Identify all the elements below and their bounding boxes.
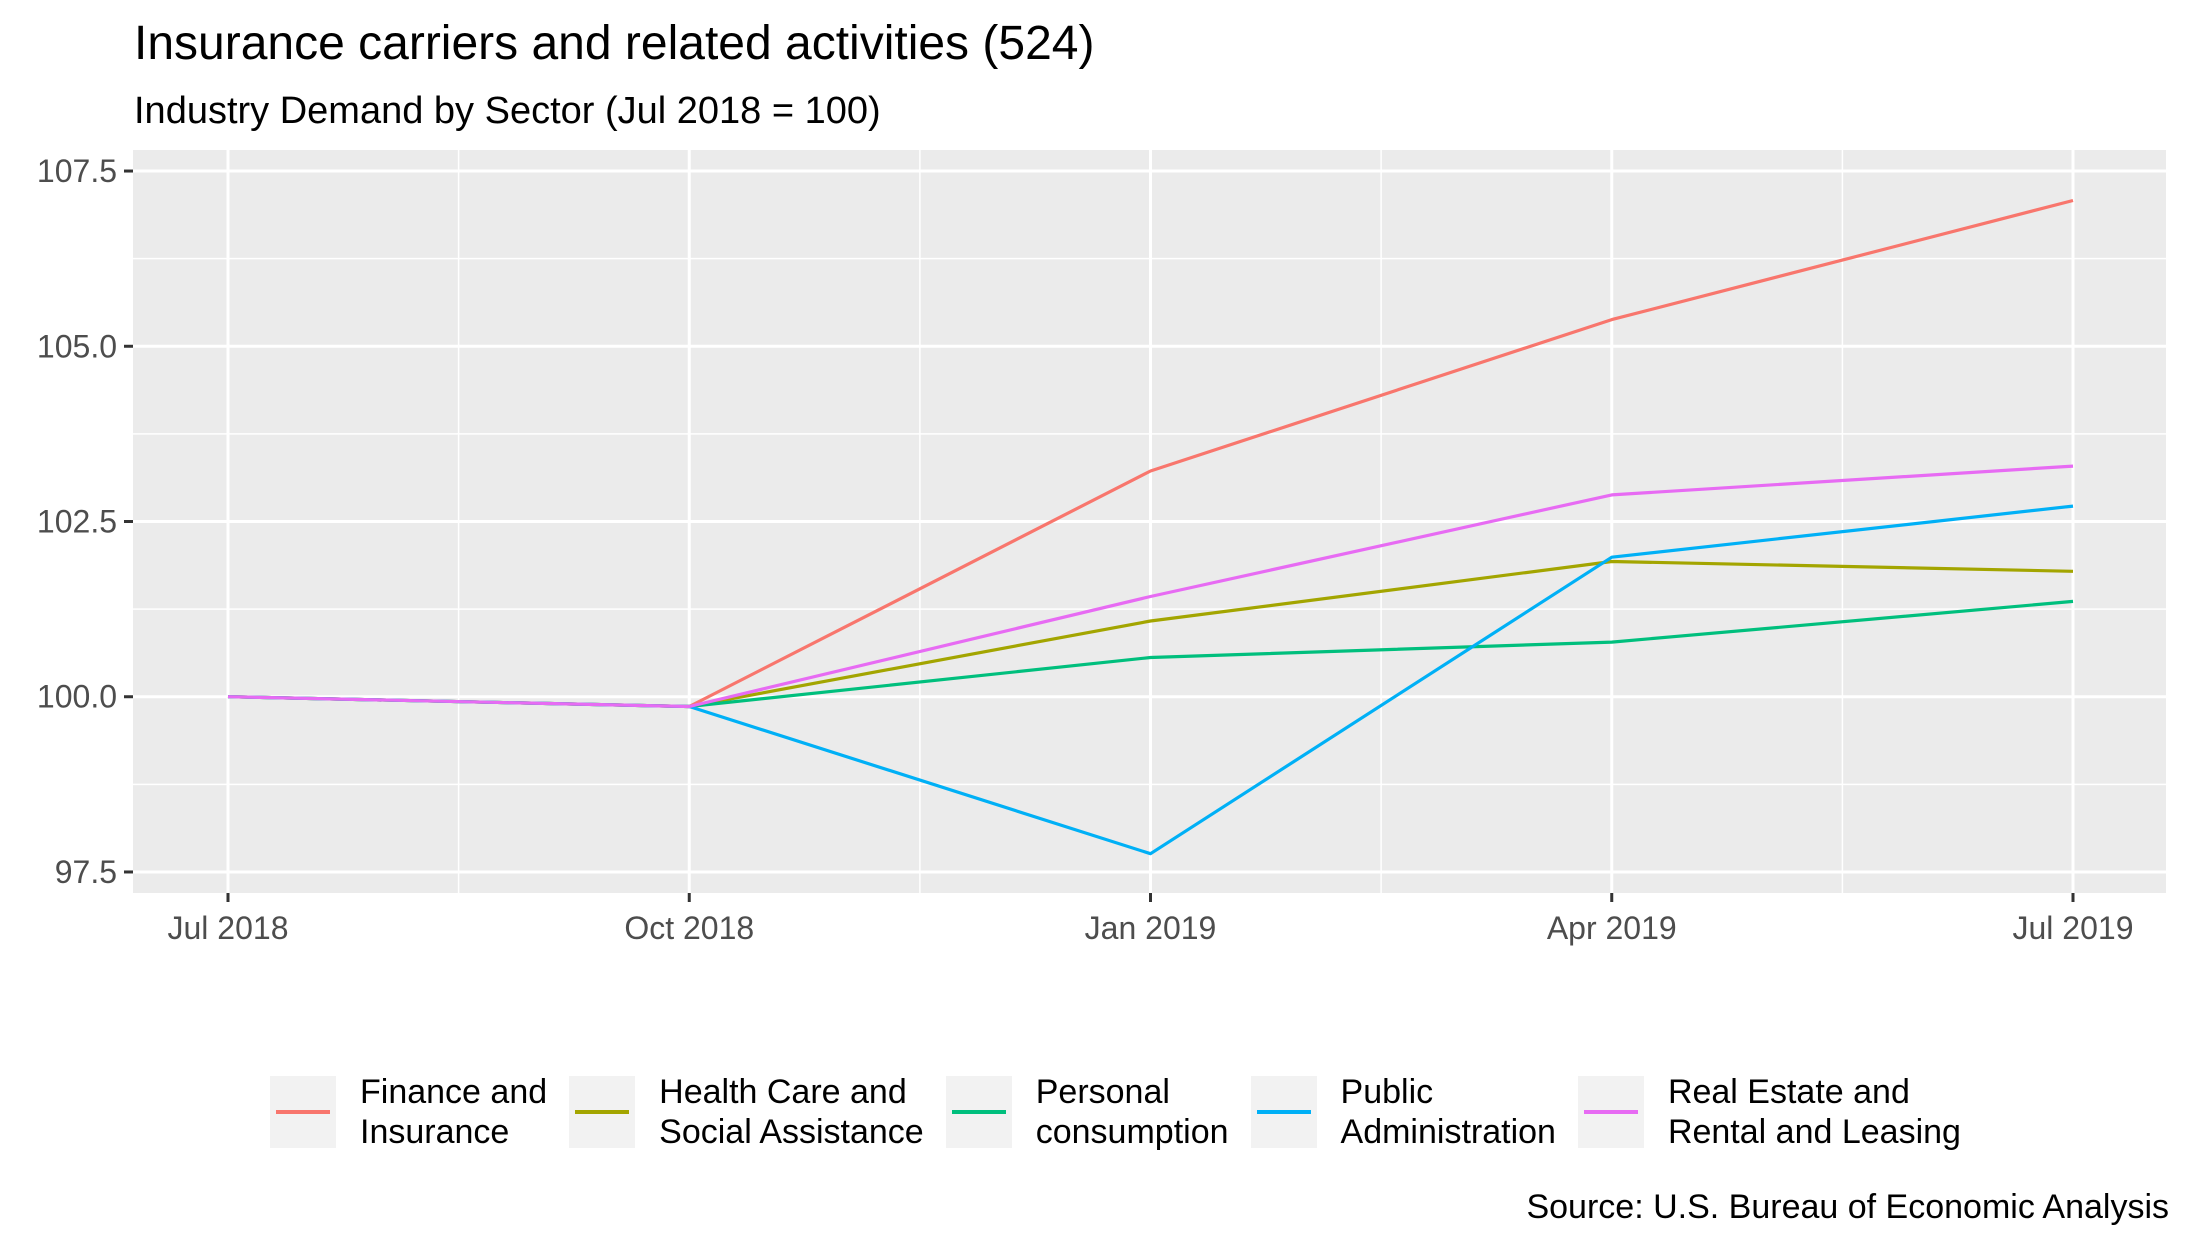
legend-item-finance-and-insurance: Finance and Insurance <box>270 1072 547 1152</box>
legend-label: Health Care and Social Assistance <box>659 1073 924 1151</box>
legend-key <box>945 1076 1012 1148</box>
x-tick-label: Jul 2019 <box>2013 910 2134 946</box>
legend-label: Finance and Insurance <box>360 1073 548 1151</box>
legend-label: Personal consumption <box>1035 1073 1229 1151</box>
chart-title: Insurance carriers and related activitie… <box>134 17 1095 70</box>
legend-swatch <box>575 1110 630 1114</box>
x-tick-label: Apr 2019 <box>1547 910 1677 946</box>
legend-swatch <box>951 1110 1006 1114</box>
source-caption: Source: U.S. Bureau of Economic Analysis <box>1526 1188 2169 1226</box>
y-tick-label: 105.0 <box>37 328 117 364</box>
legend-label: Public Administration <box>1340 1073 1556 1151</box>
x-tick-label: Jan 2019 <box>1085 910 1217 946</box>
major-gridlines <box>133 150 2166 893</box>
y-tick-label: 97.5 <box>55 854 117 890</box>
x-tick-label: Jul 2018 <box>168 910 289 946</box>
x-tick-label: Oct 2018 <box>624 910 754 946</box>
y-tick-label: 107.5 <box>37 153 117 189</box>
legend-label: Real Estate and Rental and Leasing <box>1667 1073 1961 1151</box>
y-tick-label: 100.0 <box>37 679 117 715</box>
legend-swatch <box>276 1110 330 1114</box>
legend-key <box>270 1076 336 1148</box>
legend-swatch <box>1256 1110 1311 1114</box>
series-lines <box>227 198 2074 856</box>
legend-key <box>1250 1076 1317 1148</box>
line-chart: 97.5 100.0 102.5 105.0 107.5 Jul 2018 Oct 201… <box>37 150 2166 946</box>
legend-key <box>569 1076 636 1148</box>
y-tick-label: 102.5 <box>37 504 117 540</box>
legend-swatch <box>1583 1110 1638 1114</box>
legend-item-real-estate-and-rental-and-leasing: Real Estate and Rental and Leasing <box>1577 1072 1961 1152</box>
chart-subtitle: Industry Demand by Sector (Jul 2018 = 10… <box>134 90 881 132</box>
legend-item-personal-consumption: Personal consumption <box>945 1072 1229 1152</box>
legend-item-public-administration: Public Administration <box>1250 1072 1556 1152</box>
legend-key <box>1577 1076 1644 1148</box>
y-axis: 97.5 100.0 102.5 105.0 107.5 <box>37 153 133 890</box>
legend-item-health-care-and-social-assistance: Health Care and Social Assistance <box>569 1072 924 1152</box>
legend: Finance and Insurance Health Care and Soc… <box>270 1072 1983 1152</box>
x-axis: Jul 2018 Oct 2018 Jan 2019 Apr 2019 Jul 2019 <box>168 893 2134 946</box>
series-line-real-estate-and-rental-and-leasing <box>227 464 2074 709</box>
